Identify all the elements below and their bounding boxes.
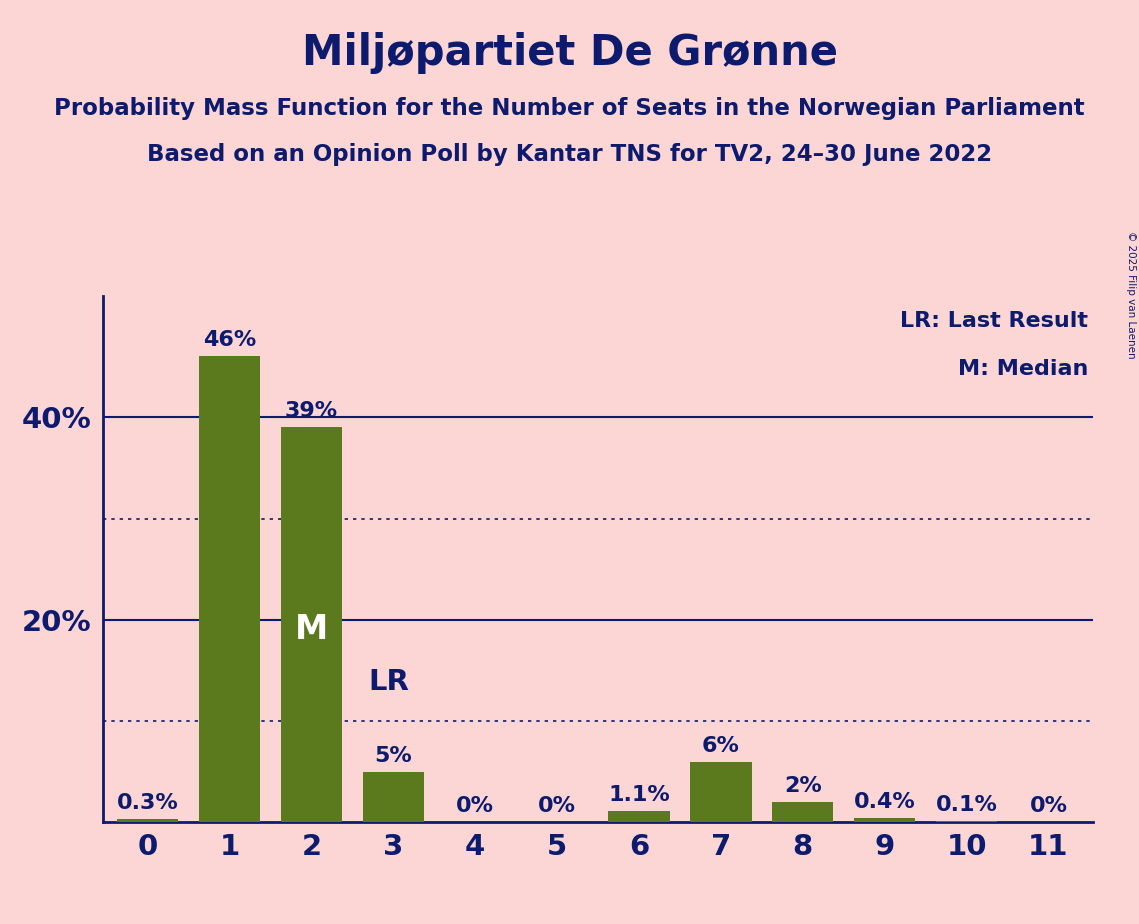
- Text: Miljøpartiet De Grønne: Miljøpartiet De Grønne: [302, 32, 837, 74]
- Text: 2%: 2%: [784, 776, 821, 796]
- Text: 0%: 0%: [538, 796, 576, 816]
- Text: M: M: [295, 614, 328, 647]
- Text: M: Median: M: Median: [958, 359, 1089, 379]
- Text: 1.1%: 1.1%: [608, 785, 670, 805]
- Text: 0%: 0%: [1030, 796, 1067, 816]
- Text: LR: Last Result: LR: Last Result: [901, 311, 1089, 332]
- Bar: [198, 357, 260, 822]
- Bar: [280, 427, 342, 822]
- Bar: [608, 811, 670, 822]
- Text: 0.1%: 0.1%: [935, 796, 998, 815]
- Text: 39%: 39%: [285, 401, 338, 421]
- Text: © 2025 Filip van Laenen: © 2025 Filip van Laenen: [1126, 231, 1136, 359]
- Text: 0%: 0%: [456, 796, 494, 816]
- Text: Probability Mass Function for the Number of Seats in the Norwegian Parliament: Probability Mass Function for the Number…: [55, 97, 1084, 120]
- Text: 0.4%: 0.4%: [854, 792, 916, 812]
- Bar: [772, 802, 834, 822]
- Text: 0.3%: 0.3%: [116, 793, 179, 813]
- Text: LR: LR: [369, 668, 410, 696]
- Bar: [117, 820, 179, 822]
- Bar: [854, 819, 916, 822]
- Text: 5%: 5%: [375, 746, 412, 766]
- Bar: [936, 821, 998, 822]
- Bar: [690, 761, 752, 822]
- Bar: [362, 772, 424, 822]
- Text: Based on an Opinion Poll by Kantar TNS for TV2, 24–30 June 2022: Based on an Opinion Poll by Kantar TNS f…: [147, 143, 992, 166]
- Text: 46%: 46%: [203, 331, 256, 350]
- Text: 6%: 6%: [702, 736, 739, 756]
